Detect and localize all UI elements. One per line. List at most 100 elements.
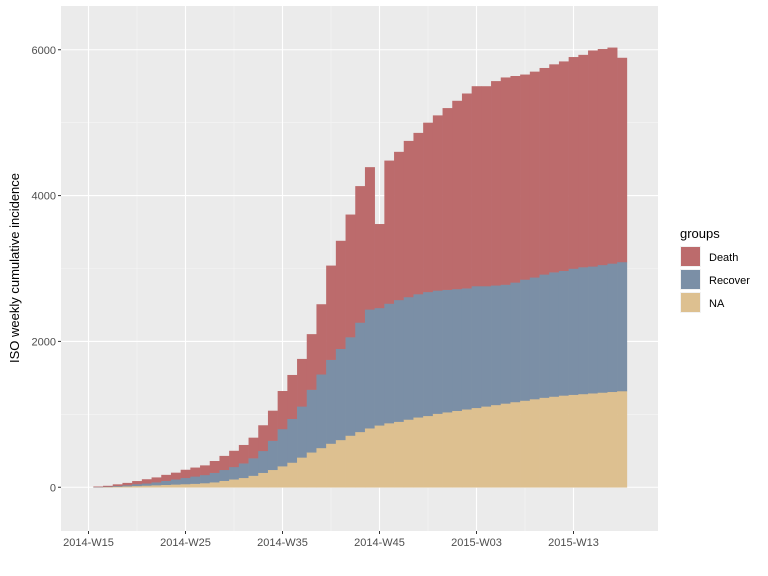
legend-label-na: NA (709, 298, 725, 310)
bar-death (597, 49, 608, 266)
bar-na (248, 475, 259, 488)
legend-label-recover: Recover (709, 275, 750, 287)
legend-label-death: Death (709, 252, 738, 264)
bar-na (335, 439, 346, 488)
bar-na (568, 394, 579, 488)
bar-death (151, 477, 162, 483)
bar-na (287, 462, 298, 488)
bar-death (481, 86, 492, 287)
bar-na (200, 483, 211, 488)
bar-recover (442, 289, 453, 413)
bar-na (364, 428, 375, 488)
bar-na (549, 396, 560, 488)
bar-death (161, 474, 172, 481)
legend-key-na (681, 293, 700, 312)
bar-death (258, 425, 269, 452)
bar-na (432, 413, 443, 488)
bar-death (510, 76, 521, 283)
bar-death (403, 140, 414, 298)
bar-na (471, 407, 482, 488)
bar-na (442, 412, 453, 488)
bar-na (481, 406, 492, 488)
bar-recover (539, 274, 550, 398)
bar-death (200, 465, 211, 476)
bar-death (568, 57, 579, 269)
bar-death (180, 469, 191, 479)
bar-na (384, 423, 395, 488)
bar-na (267, 469, 278, 488)
bar-na (112, 486, 123, 488)
bar-recover (374, 307, 385, 426)
bar-death (316, 304, 327, 375)
bar-death (287, 374, 298, 420)
bar-recover (151, 482, 162, 486)
bar-recover (200, 474, 211, 484)
bar-death (607, 47, 618, 264)
bar-recover (617, 261, 628, 392)
bar-death (413, 132, 424, 295)
bar-na (219, 480, 230, 488)
bar-death (190, 467, 201, 477)
bar-recover (297, 406, 308, 458)
bar-death (539, 67, 550, 275)
bar-na (403, 419, 414, 488)
bar-recover (190, 476, 201, 484)
bar-na (423, 415, 434, 488)
bar-recover (248, 458, 259, 476)
bar-recover (345, 337, 356, 436)
bar-recover (141, 483, 152, 486)
bar-recover (180, 477, 191, 485)
bar-death (335, 240, 346, 350)
bar-recover (103, 486, 114, 488)
bar-recover (500, 284, 511, 404)
x-axis: 2014-W15 2014-W25 2014-W35 2014-W45 2015-W03… (63, 531, 599, 549)
bar-na (306, 452, 317, 488)
bar-na (617, 391, 628, 488)
bar-recover (481, 286, 492, 407)
bar-recover (384, 303, 395, 424)
bar-death (132, 481, 143, 485)
bar-death (122, 482, 133, 486)
bar-recover (558, 270, 569, 396)
bar-na (229, 479, 240, 488)
bar-na (588, 393, 599, 488)
bar-na (491, 404, 502, 488)
bar-death (209, 461, 220, 473)
y-axis-title: ISO weekly cumulative incidence (7, 173, 22, 363)
bar-na (190, 483, 201, 488)
bar-recover (170, 479, 181, 485)
bar-death (267, 410, 278, 441)
bar-death (578, 54, 589, 268)
bar-recover (568, 268, 579, 395)
bar-death (558, 61, 569, 271)
bar-recover (258, 450, 269, 473)
bar-recover (471, 286, 482, 409)
bar-death (248, 437, 259, 459)
bar-death (229, 450, 240, 468)
bar-recover (597, 264, 608, 393)
bar-death (520, 74, 531, 280)
bars (93, 47, 628, 488)
bar-death (529, 71, 540, 278)
bar-death (112, 484, 123, 487)
bar-death (500, 77, 511, 285)
legend-title: groups (680, 226, 720, 241)
bar-recover (607, 263, 618, 393)
bar-death (374, 224, 385, 309)
bar-na (374, 425, 385, 488)
y-axis: 0 2000 4000 6000 (32, 45, 61, 494)
bar-death (394, 151, 405, 301)
bar-na (141, 485, 152, 488)
bar-recover (413, 294, 424, 418)
x-tick-label: 2015-W03 (451, 537, 502, 549)
bar-death (326, 265, 337, 360)
bar-recover (112, 485, 123, 487)
bar-na (103, 486, 114, 488)
bar-recover (287, 418, 298, 463)
bar-recover (520, 279, 531, 401)
bar-na (452, 410, 463, 488)
bar-death (277, 391, 288, 430)
bar-recover (316, 374, 327, 449)
bar-recover (394, 299, 405, 422)
